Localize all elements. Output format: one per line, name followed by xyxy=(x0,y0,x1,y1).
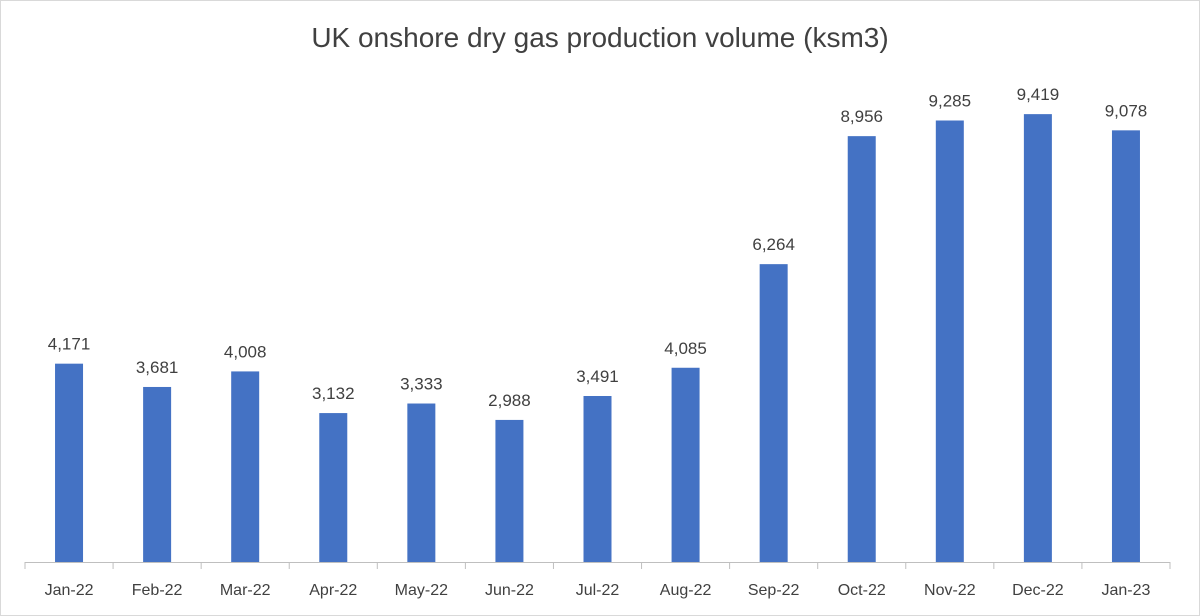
data-label-aug-22: 4,085 xyxy=(664,339,707,358)
x-tick-label-dec-22: Dec-22 xyxy=(1012,582,1064,599)
x-tick-label-nov-22: Nov-22 xyxy=(924,582,976,599)
data-labels: 4,171 3,681 4,008 3,132 3,333 2,988 3,491 4,085… xyxy=(48,85,1147,410)
x-tick-label-mar-22: Mar-22 xyxy=(220,582,271,599)
bar-jan-23 xyxy=(1111,130,1140,562)
data-label-oct-22: 8,956 xyxy=(840,107,883,126)
x-tick-label-oct-22: Oct-22 xyxy=(838,582,886,599)
bar-mar-22 xyxy=(231,371,260,562)
chart-title: UK onshore dry gas production volume (ks… xyxy=(311,22,889,53)
data-label-jun-22: 2,988 xyxy=(488,391,531,410)
bar-nov-22 xyxy=(935,120,964,562)
bar-dec-22 xyxy=(1023,114,1052,562)
data-label-jan-23: 9,078 xyxy=(1105,101,1148,120)
x-tick-label-jun-22: Jun-22 xyxy=(485,582,534,599)
bar-jun-22 xyxy=(495,419,524,562)
bar-may-22 xyxy=(407,403,436,562)
x-tick-label-jan-22: Jan-22 xyxy=(45,582,94,599)
data-label-jan-22: 4,171 xyxy=(48,335,91,354)
x-tick-label-may-22: May-22 xyxy=(395,582,448,599)
bar-jul-22 xyxy=(583,396,612,562)
data-label-dec-22: 9,419 xyxy=(1017,85,1060,104)
x-axis-ticks xyxy=(24,562,1171,569)
data-label-mar-22: 4,008 xyxy=(224,342,267,361)
x-tick-label-feb-22: Feb-22 xyxy=(132,582,183,599)
bar-oct-22 xyxy=(847,136,876,562)
data-label-jul-22: 3,491 xyxy=(576,367,619,386)
data-label-may-22: 3,333 xyxy=(400,375,443,394)
data-label-nov-22: 9,285 xyxy=(929,91,972,110)
x-tick-label-jul-22: Jul-22 xyxy=(576,582,620,599)
bar-aug-22 xyxy=(671,367,700,562)
x-tick-label-jan-23: Jan-23 xyxy=(1102,582,1151,599)
bar-sep-22 xyxy=(759,264,788,562)
x-tick-label-apr-22: Apr-22 xyxy=(309,582,357,599)
data-label-apr-22: 3,132 xyxy=(312,384,355,403)
bar-apr-22 xyxy=(319,413,348,562)
x-tick-label-sep-22: Sep-22 xyxy=(748,582,800,599)
bars xyxy=(55,114,1140,562)
bar-feb-22 xyxy=(143,386,172,562)
data-label-sep-22: 6,264 xyxy=(752,235,795,254)
bar-jan-22 xyxy=(55,363,84,562)
x-tick-label-aug-22: Aug-22 xyxy=(660,582,712,599)
x-axis-tick-labels: Jan-22 Feb-22 Mar-22 Apr-22 May-22 Jun-22 Jul-… xyxy=(45,582,1151,599)
data-label-feb-22: 3,681 xyxy=(136,358,179,377)
